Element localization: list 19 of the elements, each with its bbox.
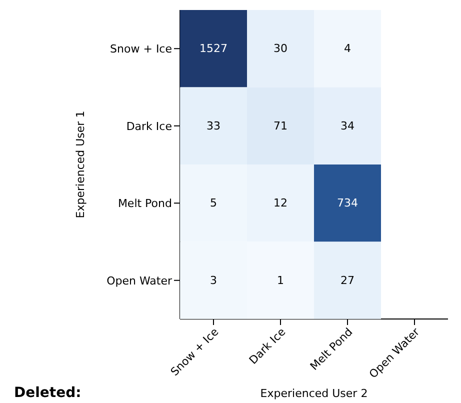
y-tick-label: Melt Pond xyxy=(118,197,172,210)
data-label: 12 xyxy=(274,196,288,210)
data-label: 27 xyxy=(340,274,354,287)
data-label: 1527 xyxy=(200,42,228,56)
data-label: 33 xyxy=(206,119,220,132)
data-label: 71 xyxy=(274,119,288,132)
y-tick-label: Dark Ice xyxy=(126,120,172,133)
data-label: 3 xyxy=(210,274,217,287)
y-axis-title: Experienced User 1 xyxy=(74,110,87,218)
data-label: 1 xyxy=(277,274,284,287)
data-label: 5 xyxy=(210,196,217,210)
x-axis-title: Experienced User 2 xyxy=(260,387,368,400)
data-label: 734 xyxy=(337,196,358,210)
text: Deleted: xyxy=(14,385,82,401)
y-tick-label: Open Water xyxy=(106,274,172,288)
data-label: 34 xyxy=(340,119,354,132)
y-tick-label: Snow + Ice xyxy=(110,42,172,56)
data-label: 30 xyxy=(274,42,288,56)
data-label: 4 xyxy=(344,42,351,56)
